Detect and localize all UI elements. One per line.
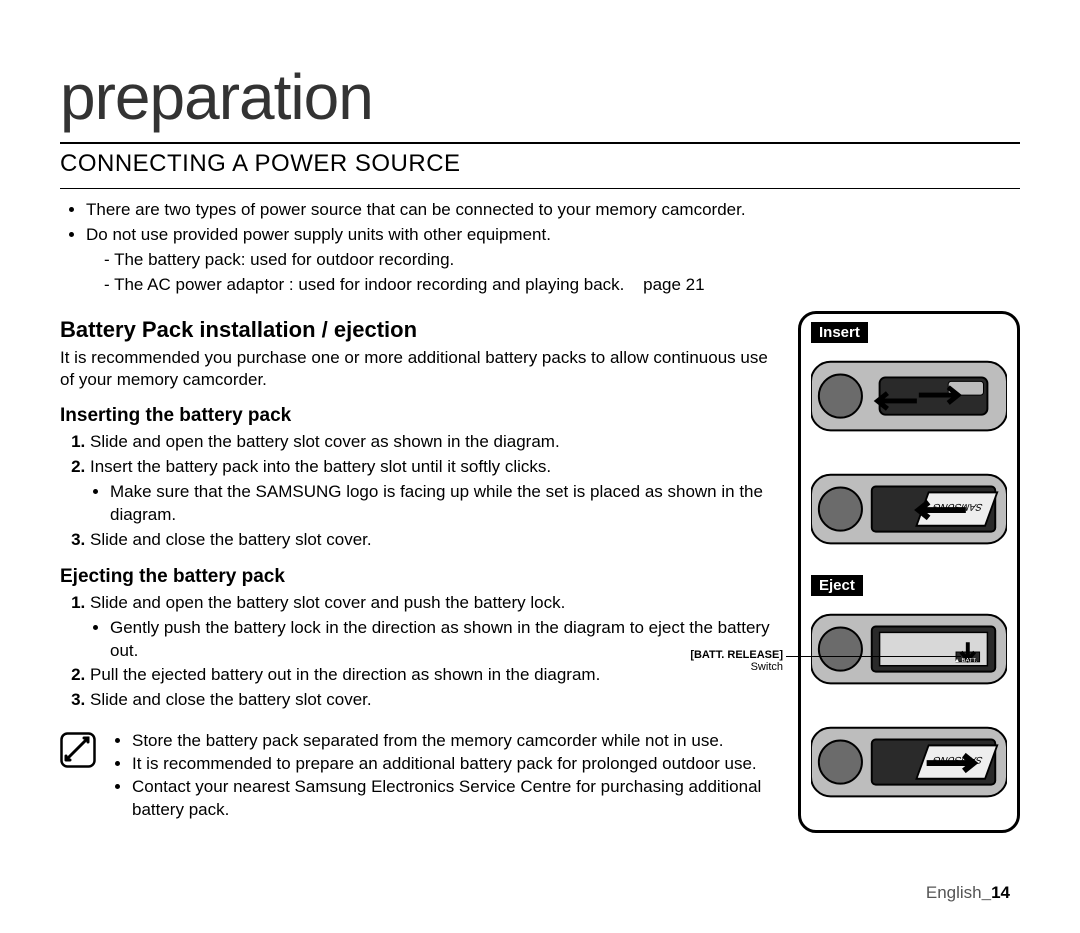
section-divider-thin [60,188,1020,189]
intro-bullet: Do not use provided power supply units w… [86,224,1020,297]
note-item: It is recommended to prepare an addition… [132,753,784,776]
callout-text: Switch [751,661,783,673]
callout-line [786,656,961,657]
diagram-insert-open [811,349,1007,449]
insert-steps: Slide and open the battery slot cover as… [60,431,784,552]
note-icon [60,732,96,768]
eject-heading: Ejecting the battery pack [60,566,784,588]
diagram-insert-battery: SAMSUNG [811,462,1007,562]
step-item: Slide and open the battery slot cover as… [90,431,784,454]
step-item: Insert the battery pack into the battery… [90,456,784,527]
subsection-intro: It is recommended you purchase one or mo… [60,347,784,391]
insert-heading: Inserting the battery pack [60,405,784,427]
callout-batt-release: [BATT. RELEASE] Switch [663,649,783,673]
intro-sub-text: The AC power adaptor : used for indoor r… [114,275,624,294]
page-footer: English_14 [926,883,1010,903]
note-item: Store the battery pack separated from th… [132,730,784,753]
section-divider-top [60,142,1020,144]
page-reference: page 21 [643,275,704,294]
eject-label: Eject [811,575,863,596]
intro-bullet-text: Do not use provided power supply units w… [86,225,551,244]
diagram-eject-pull: SAMSUNG [811,715,1007,815]
step-text: Insert the battery pack into the battery… [90,457,551,476]
step-note-list: Make sure that the SAMSUNG logo is facin… [90,481,784,527]
note-item: Contact your nearest Samsung Electronics… [132,776,784,822]
intro-bullet-list: There are two types of power source that… [60,199,1020,297]
diagram-eject-release: ▲ BATT. [811,602,1007,702]
svg-text:▲ BATT.: ▲ BATT. [954,658,977,664]
diagram-frame: Insert SAMSUNG [798,311,1020,833]
step-item: Slide and close the battery slot cover. [90,689,784,712]
step-item: Slide and close the battery slot cover. [90,529,784,552]
intro-sub-item: The battery pack: used for outdoor recor… [104,249,1020,272]
callout-bold: [BATT. RELEASE] [690,649,783,661]
section-heading: CONNECTING A POWER SOURCE [60,150,1020,178]
step-text: Slide and open the battery slot cover an… [90,593,565,612]
intro-sub-list: The battery pack: used for outdoor recor… [86,249,1020,297]
subsection-heading: Battery Pack installation / ejection [60,317,784,343]
footer-language: English [926,883,982,902]
intro-bullet: There are two types of power source that… [86,199,1020,222]
notes-list: Store the battery pack separated from th… [112,730,784,822]
intro-sub-item: The AC power adaptor : used for indoor r… [104,274,1020,297]
insert-label: Insert [811,322,868,343]
footer-page-number: _14 [982,883,1010,902]
page-title: preparation [60,60,1020,134]
step-note: Make sure that the SAMSUNG logo is facin… [110,481,784,527]
